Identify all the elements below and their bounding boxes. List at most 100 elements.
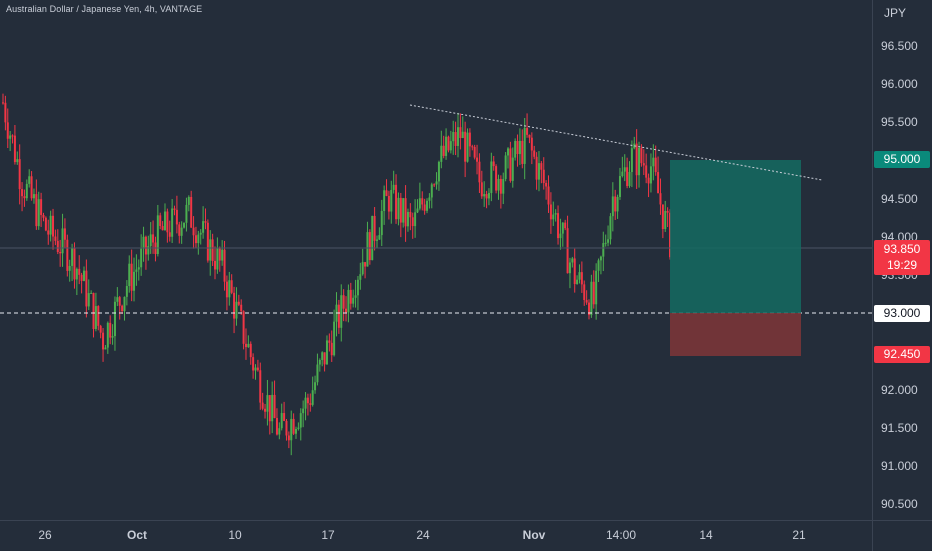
candle-body: [314, 382, 317, 391]
price-chart[interactable]: [0, 0, 872, 520]
candle-body: [211, 239, 214, 261]
candle-body: [190, 196, 193, 228]
candle-body: [554, 213, 557, 215]
candle-body: [461, 131, 464, 139]
candle-body: [504, 155, 507, 179]
candle-body: [456, 127, 459, 146]
candle-body: [99, 325, 102, 333]
candle-body: [583, 284, 586, 301]
candle-body: [406, 211, 409, 227]
candle-body: [249, 343, 252, 358]
candle-body: [464, 131, 467, 162]
candle-body: [495, 166, 498, 191]
candle-body: [533, 150, 536, 157]
candle-body: [445, 136, 448, 156]
candle-body: [602, 243, 605, 257]
currency-label: JPY: [884, 6, 907, 20]
candle-body: [199, 232, 202, 235]
candle-body: [397, 197, 400, 220]
candle-body: [309, 403, 312, 405]
candle-body: [404, 198, 407, 227]
candle-body: [152, 234, 155, 243]
candle-body: [230, 280, 233, 293]
candle-body: [366, 232, 369, 267]
candle-body: [375, 239, 378, 241]
candle-body: [628, 172, 631, 187]
candles-layer: [2, 93, 671, 456]
candle-body: [523, 128, 526, 164]
candle-body: [399, 197, 402, 223]
candle-body: [209, 239, 212, 261]
candle-body: [102, 332, 105, 350]
price-tick: 96.500: [881, 39, 918, 53]
candle-body: [471, 146, 474, 148]
time-axis[interactable]: [0, 520, 872, 551]
time-tick: 21: [792, 528, 806, 542]
price-axis[interactable]: [872, 0, 932, 520]
candle-body: [378, 235, 381, 240]
candle-body: [206, 222, 209, 261]
time-tick: Nov: [522, 528, 546, 542]
candle-body: [640, 147, 643, 164]
candle-body: [254, 367, 257, 371]
candle-body: [595, 270, 598, 305]
entry-badge: 93.000: [874, 305, 930, 322]
candle-body: [428, 197, 431, 201]
candle-body: [635, 143, 638, 176]
candle-body: [221, 249, 224, 261]
candle-body: [111, 336, 114, 338]
price-tick: 94.500: [881, 192, 918, 206]
candle-body: [109, 322, 112, 338]
candle-body: [287, 435, 290, 441]
symbol-title[interactable]: Australian Dollar / Japanese Yen, 4h, VA…: [6, 4, 203, 14]
candle-body: [44, 217, 47, 231]
candle-body: [402, 198, 405, 223]
candle-body: [466, 132, 469, 162]
candle-body: [542, 169, 545, 183]
candle-body: [183, 222, 186, 228]
candle-body: [345, 308, 348, 313]
candle-body: [178, 224, 181, 236]
candle-body: [535, 156, 538, 180]
candle-body: [252, 357, 255, 371]
candle-body: [638, 147, 641, 176]
candle-body: [528, 134, 531, 138]
candle-body: [483, 194, 486, 197]
candle-body: [292, 418, 295, 434]
candle-body: [194, 235, 197, 244]
candle-body: [11, 135, 14, 137]
candle-body: [259, 370, 262, 403]
candle-body: [290, 418, 293, 441]
candle-body: [266, 395, 269, 412]
candle-body: [68, 265, 71, 271]
candle-body: [447, 136, 450, 151]
candle-body: [247, 343, 250, 348]
candle-body: [35, 194, 38, 227]
candle-body: [497, 178, 500, 191]
candle-body: [192, 227, 195, 236]
candle-body: [590, 281, 593, 316]
candle-body: [285, 420, 288, 436]
candle-body: [113, 301, 116, 337]
candle-body: [657, 172, 660, 194]
chart-plot-area[interactable]: Australian Dollar / Japanese Yen, 4h, VA…: [0, 0, 872, 520]
candle-body: [325, 340, 328, 365]
candle-body: [454, 132, 457, 146]
candle-body: [104, 347, 107, 350]
candle-body: [116, 297, 119, 302]
candle-body: [161, 226, 164, 231]
candle-body: [607, 239, 610, 243]
trend-line: [409, 104, 823, 181]
candle-body: [87, 293, 90, 307]
time-tick: 24: [416, 528, 430, 542]
candle-body: [390, 189, 393, 212]
candle-body: [271, 394, 274, 422]
candle-body: [304, 397, 307, 409]
candle-body: [40, 199, 43, 215]
candle-body: [580, 272, 583, 285]
candle-body: [235, 301, 238, 319]
candle-body: [197, 234, 200, 244]
candle-body: [337, 304, 340, 328]
candle-body: [133, 271, 136, 291]
candle-body: [52, 215, 55, 237]
